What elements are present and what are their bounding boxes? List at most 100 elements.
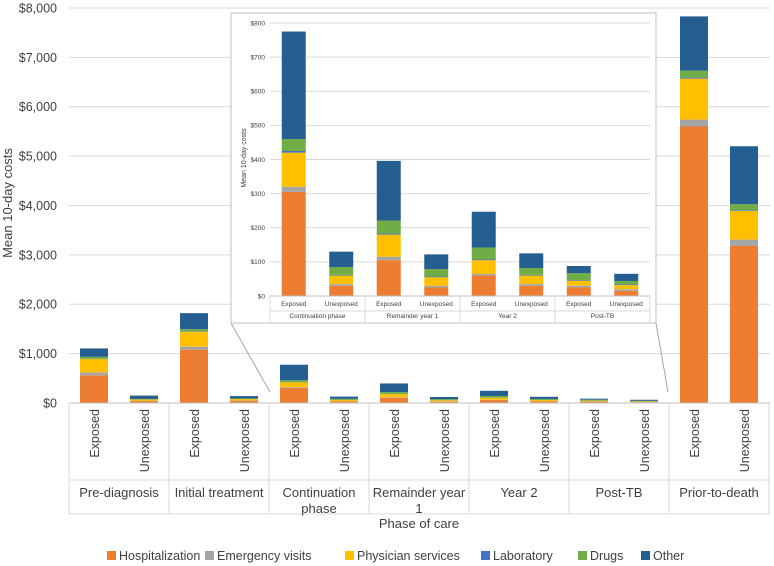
legend-label: Physician services [357,549,460,563]
main-category-label: Exposed [188,409,202,458]
main-bar-segment-hospitalization [80,375,108,403]
main-bar-segment-laboratory [680,77,708,79]
main-bar-segment-other [480,390,508,396]
main-bars [80,16,758,403]
legend-label: Drugs [590,549,623,563]
main-bar-segment-other [580,398,608,400]
inset-bar-segment-emergency-visits [329,284,354,286]
main-axes [68,402,770,515]
main-category-label: Unexposed [738,409,752,472]
main-category-label: Unexposed [638,409,652,472]
inset-bar-segment-laboratory [329,274,354,276]
main-bar-segment-other [430,396,458,400]
inset-bar-segment-drugs [281,139,306,151]
inset-bar-segment-hospitalization [376,260,401,296]
inset-bar-segment-physician-services [566,280,591,286]
main-x-axis-title: Phase of care [379,516,459,531]
main-bar-segment-physician-services [730,210,758,240]
main-y-tick-label: $0 [43,396,57,410]
main-y-tick-label: $7,000 [19,51,57,65]
inset-y-tick-label: $800 [251,20,266,27]
inset-bar-segment-other [566,265,591,274]
main-bar-segment-other [680,16,708,71]
inset-bar-segment-physician-services [281,152,306,187]
legend-label: Other [653,549,684,563]
inset-bar-segment-emergency-visits [424,285,449,288]
main-bar-segment-physician-services [80,359,108,373]
main-bar-segment-physician-services [280,382,308,388]
legend-label: Hospitalization [119,549,200,563]
main-bar-segment-physician-services [130,399,158,402]
connector-line-left [230,322,271,393]
main-bar-segment-drugs [430,399,458,401]
inset-bar-segment-emergency-visits [566,285,591,288]
main-bar-segment-drugs [580,399,608,401]
inset-y-tick-label: $300 [251,191,266,198]
main-bar-segment-emergency-visits [280,387,308,388]
inset-bar-segment-emergency-visits [376,256,401,261]
main-y-tick-label: $4,000 [19,199,57,213]
inset-bar-segment-hospitalization [329,285,354,296]
inset-bar-segment-other [519,253,544,269]
main-category-label: Exposed [588,409,602,458]
main-bar-segment-physician-services [480,397,508,400]
main-bar-segment-hospitalization [730,245,758,403]
inset-group-label: Post-TB [591,313,614,320]
main-y-tick-label: $1,000 [19,347,57,361]
inset-bar-segment-drugs [471,247,496,260]
inset-bar-segment-drugs [424,269,449,277]
main-bar-segment-other [130,395,158,399]
main-bar-segment-physician-services [630,401,658,403]
inset-y-tick-label: $700 [251,54,266,61]
legend-swatch-emergency-visits [205,551,214,560]
main-y-axis-title: Mean 10-day costs [0,148,15,258]
main-bar-segment-other [330,396,358,399]
main-bar-segment-other [730,146,758,205]
inset-y-tick-label: $600 [251,89,266,96]
legend-swatch-drugs [578,551,587,560]
inset-bar-segment-hospitalization [424,287,449,296]
main-bar-segment-drugs [530,398,558,400]
main-group-label: Pre-diagnosis [79,485,159,500]
main-group-label: Year 2 [500,485,537,500]
inset-bar-segment-other [376,160,401,221]
main-bar-segment-other [80,348,108,357]
inset-bar-segment-drugs [329,266,354,275]
main-bar-segment-drugs [80,356,108,359]
main-category-label: Exposed [488,409,502,458]
main-bar-segment-other [280,364,308,381]
main-group-label: phase [301,501,336,516]
main-category-label: Unexposed [238,409,252,472]
inset-bar-segment-physician-services [614,285,639,290]
inset-bar-segment-drugs [566,273,591,280]
main-bar-segment-drugs [330,398,358,400]
inset-category-label: Exposed [471,301,497,308]
main-group-label: Continuation [283,485,356,500]
connector-line-right [655,322,669,393]
inset-bar-segment-laboratory [471,259,496,261]
main-bar-segment-physician-services [680,78,708,120]
inset-bar-segment-emergency-visits [519,284,544,286]
inset-bar-segment-drugs [376,220,401,234]
inset-group-label: Remainder year 1 [387,313,439,320]
legend-label: Emergency visits [217,549,311,563]
legend: Hospitalization Emergency visits Physician… [107,549,684,563]
legend-swatch-physician-services [345,551,354,560]
inset-group-label: Continuation phase [289,313,345,320]
inset-bar-segment-physician-services [376,234,401,257]
main-category-label: Exposed [288,409,302,458]
inset-category-label: Exposed [566,301,592,308]
main-bar-segment-drugs [380,392,408,394]
main-category-label: Exposed [388,409,402,458]
inset-y-tick-label: $500 [251,123,266,130]
main-bar-segment-hospitalization [330,401,358,403]
main-bar-segment-emergency-visits [730,239,758,246]
main-bar-segment-drugs [480,395,508,398]
inset-bars [281,31,639,296]
inset-bar-segment-emergency-visits [614,289,639,291]
inset-category-label: Unexposed [610,301,643,308]
main-category-label: Unexposed [538,409,552,472]
inset-bar-segment-emergency-visits [281,186,306,192]
inset-bar-segment-drugs [614,280,639,285]
main-bar-segment-hospitalization [480,400,508,403]
